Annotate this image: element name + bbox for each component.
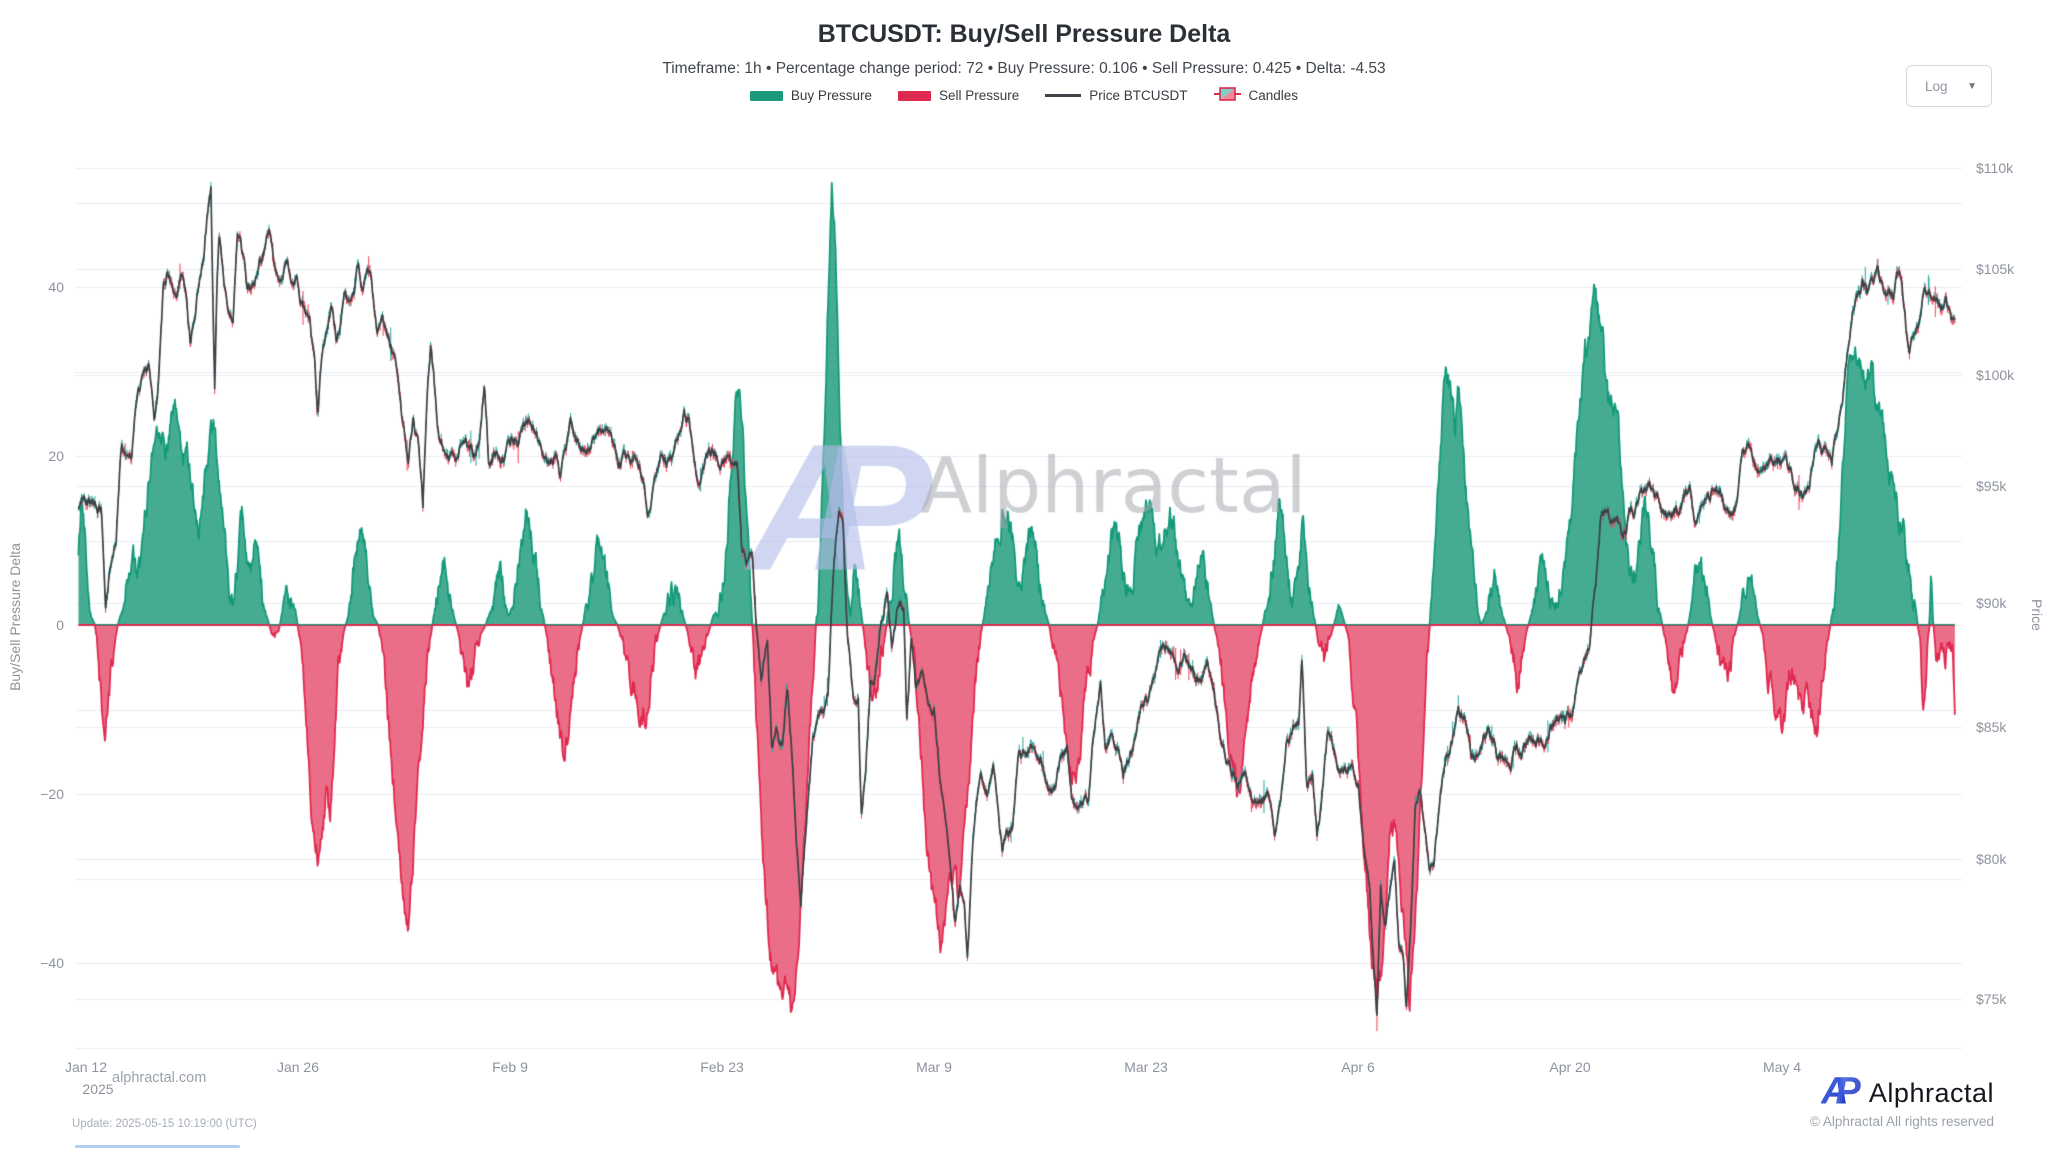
- legend-item-candles[interactable]: Candles: [1213, 85, 1299, 106]
- x-axis-tick: Jan 12: [64, 1059, 108, 1075]
- legend-item-buy-pressure[interactable]: Buy Pressure: [749, 88, 872, 103]
- svg-text:P: P: [1835, 1072, 1861, 1110]
- right-axis-tick: $95k: [1976, 478, 2007, 494]
- left-axis-tick: −40: [40, 955, 64, 971]
- chevron-down-icon: ▼: [1967, 80, 1977, 92]
- loading-bar: [75, 1145, 240, 1148]
- page-title: BTCUSDT: Buy/Sell Pressure Delta: [817, 20, 1231, 48]
- right-axis-tick: $110k: [1976, 160, 2014, 176]
- x-axis-tick: Feb 23: [700, 1059, 744, 1075]
- brand-logo: A P Alphractal: [1820, 1070, 1994, 1115]
- right-axis-tick: $75k: [1976, 991, 2007, 1007]
- price-line-swatch-icon: [1045, 94, 1082, 97]
- legend-label: Buy Pressure: [790, 88, 872, 103]
- svg-text:A: A: [1821, 1072, 1849, 1110]
- legend-item-sell-pressure[interactable]: Sell Pressure: [897, 88, 1020, 103]
- x-axis-tick: Jan 26: [276, 1059, 320, 1075]
- right-axis-title: Price: [2029, 599, 2045, 631]
- legend-item-price[interactable]: Price BTCUSDT: [1045, 88, 1188, 103]
- right-axis-tick: $80k: [1976, 851, 2007, 867]
- x-axis-year-label: 2025: [82, 1081, 114, 1097]
- legend-label: Candles: [1248, 88, 1299, 103]
- x-axis-tick: May 4: [1762, 1059, 1802, 1075]
- x-axis-tick: Apr 6: [1341, 1059, 1375, 1075]
- x-axis-tick: Feb 9: [492, 1059, 528, 1075]
- x-axis-tick: Mar 9: [916, 1059, 952, 1075]
- legend-label: Sell Pressure: [938, 88, 1020, 103]
- right-axis-tick: $85k: [1976, 719, 2007, 735]
- x-axis-tick: Mar 23: [1124, 1059, 1168, 1075]
- scale-selector-value: Log: [1925, 78, 1948, 94]
- copyright-text: © Alphractal All rights reserved: [1809, 1114, 1994, 1129]
- chart-subtitle: Timeframe: 1h • Percentage change period…: [662, 60, 1386, 77]
- left-axis-tick: 0: [56, 617, 64, 633]
- buy-pressure-swatch-icon: [749, 90, 783, 101]
- legend-label: Price BTCUSDT: [1089, 88, 1188, 103]
- left-axis-title: Buy/Sell Pressure Delta: [7, 543, 23, 691]
- left-axis-tick: 40: [48, 279, 64, 295]
- brand-wordmark: Alphractal: [1868, 1078, 1994, 1108]
- scale-selector-dropdown[interactable]: Log ▼: [1906, 65, 1992, 107]
- right-axis-tick: $100k: [1976, 367, 2015, 383]
- right-axis-tick: $90k: [1976, 595, 2007, 611]
- legend: Buy Pressure Sell Pressure Price BTCUSDT…: [0, 85, 2048, 106]
- right-axis-tick: $105k: [1976, 261, 2015, 277]
- left-axis-tick: −20: [40, 786, 64, 802]
- candle-swatch-icon: [1213, 85, 1241, 106]
- site-link[interactable]: alphractal.com: [112, 1070, 207, 1086]
- alphractal-logo-icon: A P: [1820, 1070, 1863, 1115]
- left-axis-tick: 20: [48, 448, 64, 464]
- sell-pressure-swatch-icon: [897, 90, 931, 101]
- update-timestamp: Update: 2025-05-15 10:19:00 (UTC): [72, 1118, 257, 1130]
- x-axis-tick: Apr 20: [1549, 1059, 1591, 1075]
